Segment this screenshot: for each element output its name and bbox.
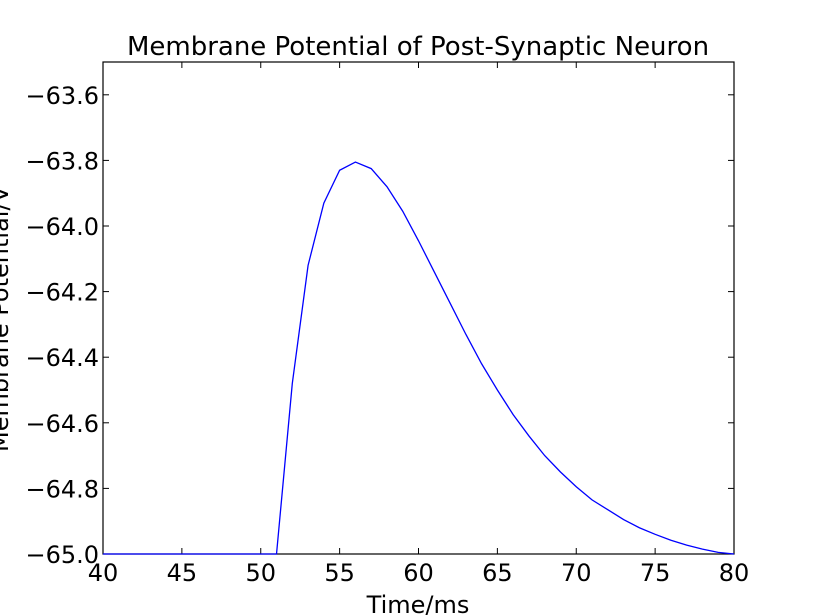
x-tick-label: 45	[167, 559, 198, 587]
x-tick-label: 65	[482, 559, 513, 587]
x-axis-label: Time/ms	[366, 591, 470, 615]
y-axis-ticks: −65.0 −64.8 −64.6 −64.4 −64.2 −64.0 −63.8 −63.6	[25, 82, 734, 569]
y-tick-label: −63.6	[25, 82, 99, 110]
x-axis-ticks: 40 45 50 55 60 65 70 75 80	[88, 62, 750, 587]
x-tick-label: 60	[403, 559, 434, 587]
y-axis-label: Membrane Potential/V	[0, 185, 14, 451]
y-tick-label: −64.0	[25, 213, 99, 241]
plot-frame	[102, 61, 735, 555]
y-tick-label: −64.6	[25, 410, 99, 438]
y-tick-label: −63.8	[25, 147, 99, 175]
chart-title: Membrane Potential of Post-Synaptic Neur…	[127, 32, 709, 62]
y-tick-label: −64.2	[25, 279, 99, 307]
x-tick-label: 50	[245, 559, 276, 587]
membrane-potential-line	[103, 161, 735, 555]
y-tick-label: −65.0	[25, 541, 99, 569]
x-tick-label: 70	[561, 559, 592, 587]
x-tick-label: 75	[640, 559, 671, 587]
y-tick-label: −64.4	[25, 344, 99, 372]
x-tick-label: 55	[324, 559, 355, 587]
x-tick-label: 80	[719, 559, 750, 587]
x-tick-label: 40	[88, 559, 119, 587]
y-tick-label: −64.8	[25, 475, 99, 503]
